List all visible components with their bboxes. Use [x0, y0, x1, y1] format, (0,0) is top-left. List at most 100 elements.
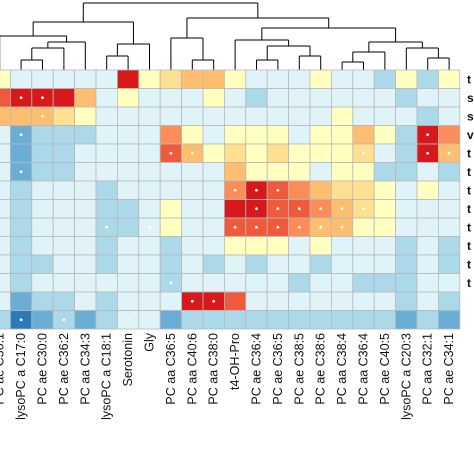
- heatmap-cell: [245, 273, 268, 293]
- heatmap-cell: [52, 180, 76, 200]
- heatmap-cell: [0, 273, 11, 293]
- row-label: t: [467, 165, 471, 179]
- heatmap-cell: [288, 254, 311, 274]
- heatmap-cell: [0, 254, 11, 274]
- heatmap-cell: [159, 180, 182, 200]
- heatmap-cell: [223, 291, 247, 311]
- heatmap-cell: [437, 125, 461, 145]
- heatmap-cell: [395, 88, 418, 108]
- column-label: PC ae C36:1: [0, 333, 7, 405]
- heatmap-cell: [117, 273, 140, 293]
- heatmap-cell: [95, 310, 118, 330]
- heatmap-cell: [117, 88, 140, 108]
- heatmap-cell: [117, 162, 140, 182]
- heatmap-cell: [373, 69, 397, 89]
- heatmap-cell: [330, 162, 354, 182]
- heatmap-cell: [373, 236, 397, 256]
- heatmap-cell: [181, 88, 204, 108]
- heatmap-cell: [416, 217, 439, 237]
- heatmap-cell: [202, 254, 225, 274]
- heatmap-cell: [159, 291, 182, 311]
- heatmap-cell: [0, 180, 11, 200]
- heatmap-cell: [309, 88, 332, 108]
- heatmap-cell: [202, 69, 225, 89]
- heatmap-cell: [395, 254, 418, 274]
- heatmap-cell: [0, 88, 11, 108]
- heatmap-cell: [352, 162, 375, 182]
- heatmap-cell: [74, 236, 97, 256]
- heatmap-cell: [138, 273, 161, 293]
- heatmap-cell: [52, 162, 76, 182]
- heatmap-cell: [181, 106, 204, 126]
- heatmap-cell: [202, 310, 225, 330]
- heatmap-cell: [0, 162, 11, 182]
- heatmap-cell: [373, 125, 397, 145]
- heatmap-cell: [74, 180, 97, 200]
- heatmap-cell: [245, 88, 268, 108]
- column-label: PC ae C36:2: [57, 333, 71, 405]
- heatmap-cell: [181, 254, 204, 274]
- heatmap-cell: [95, 199, 118, 219]
- heatmap-cell: [74, 162, 97, 182]
- heatmap-cell: [288, 236, 311, 256]
- heatmap-cell: [330, 143, 354, 163]
- heatmap-cell: [0, 217, 11, 237]
- heatmap-cell: [95, 273, 118, 293]
- heatmap-cell: [181, 125, 204, 145]
- heatmap-cell: [202, 162, 225, 182]
- heatmap-cell: [181, 310, 204, 330]
- heatmap-cell: [266, 273, 290, 293]
- heatmap-cell: [74, 291, 97, 311]
- row-label: t: [467, 146, 471, 160]
- heatmap-cell: [309, 125, 332, 145]
- heatmap-cell: [223, 162, 247, 182]
- heatmap-cell: [245, 291, 268, 311]
- heatmap-cell: [352, 254, 375, 274]
- row-label: s: [467, 91, 474, 105]
- heatmap-cell: [352, 125, 375, 145]
- heatmap-cell: [31, 125, 54, 145]
- heatmap-cell: [181, 69, 204, 89]
- heatmap-cell: [437, 88, 461, 108]
- significance-dot: [169, 151, 173, 155]
- heatmap-cell: [373, 106, 397, 126]
- heatmap-cell: [52, 125, 76, 145]
- significance-dot: [319, 207, 323, 211]
- heatmap-cell: [74, 199, 97, 219]
- heatmap-cell: [117, 106, 140, 126]
- heatmap-cell: [352, 310, 375, 330]
- significance-dot: [447, 151, 451, 155]
- heatmap-cell: [9, 143, 33, 163]
- column-label: PC aa C34:3: [78, 333, 92, 405]
- heatmap-cell: [437, 162, 461, 182]
- heatmap-cell: [31, 217, 54, 237]
- heatmap-cell: [266, 291, 290, 311]
- heatmap-cell: [159, 199, 182, 219]
- column-label: PC ae C40:5: [378, 333, 392, 405]
- significance-dot: [19, 133, 23, 137]
- significance-dot: [276, 188, 280, 192]
- significance-dot: [41, 96, 44, 100]
- significance-dot: [426, 133, 430, 137]
- heatmap-cell: [159, 162, 182, 182]
- heatmap-cell: [395, 273, 418, 293]
- heatmap-cell: [0, 310, 11, 330]
- heatmap-cell: [416, 254, 439, 274]
- heatmap-cell: [52, 106, 76, 126]
- row-label: t: [467, 72, 471, 86]
- heatmap-cell: [9, 291, 33, 311]
- heatmap-cell: [309, 143, 332, 163]
- heatmap-cell: [437, 273, 461, 293]
- heatmap-cell: [266, 125, 290, 145]
- heatmap-cell: [245, 162, 268, 182]
- significance-dot: [340, 225, 344, 229]
- heatmap-cell: [181, 236, 204, 256]
- heatmap-cell: [416, 310, 439, 330]
- column-label: PC ae C38:6: [314, 333, 328, 405]
- heatmap-cell: [202, 143, 225, 163]
- significance-dot: [212, 299, 216, 303]
- heatmap-cell: [95, 106, 118, 126]
- heatmap-cell: [309, 291, 332, 311]
- heatmap-cell: [352, 217, 375, 237]
